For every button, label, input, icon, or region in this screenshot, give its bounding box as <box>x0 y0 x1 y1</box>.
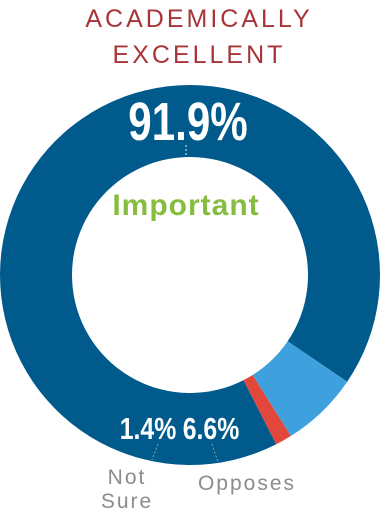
category-label-important: Important <box>112 189 259 222</box>
chart-title-line-2: EXCELLENT <box>113 41 286 69</box>
chart-title-line-1: ACADEMICALLY <box>85 5 312 33</box>
category-label-opposes: Opposes <box>198 472 296 495</box>
value-label-important: 91.9% <box>128 92 247 152</box>
leader-line-opposes <box>211 443 219 463</box>
category-label-not-sure-line-1: Not <box>108 466 147 489</box>
category-label-not-sure-line-2: Sure <box>101 490 153 513</box>
slice-opposes <box>252 341 348 437</box>
chart-title: ACADEMICALLY EXCELLENT <box>85 5 312 69</box>
slice-important <box>0 84 380 465</box>
value-label-opposes: 6.6% <box>183 411 240 445</box>
leader-line-not-sure <box>151 443 159 461</box>
slice-not-sure <box>243 375 291 445</box>
donut-slices <box>0 84 380 465</box>
value-label-not-sure: 1.4% <box>120 411 177 445</box>
